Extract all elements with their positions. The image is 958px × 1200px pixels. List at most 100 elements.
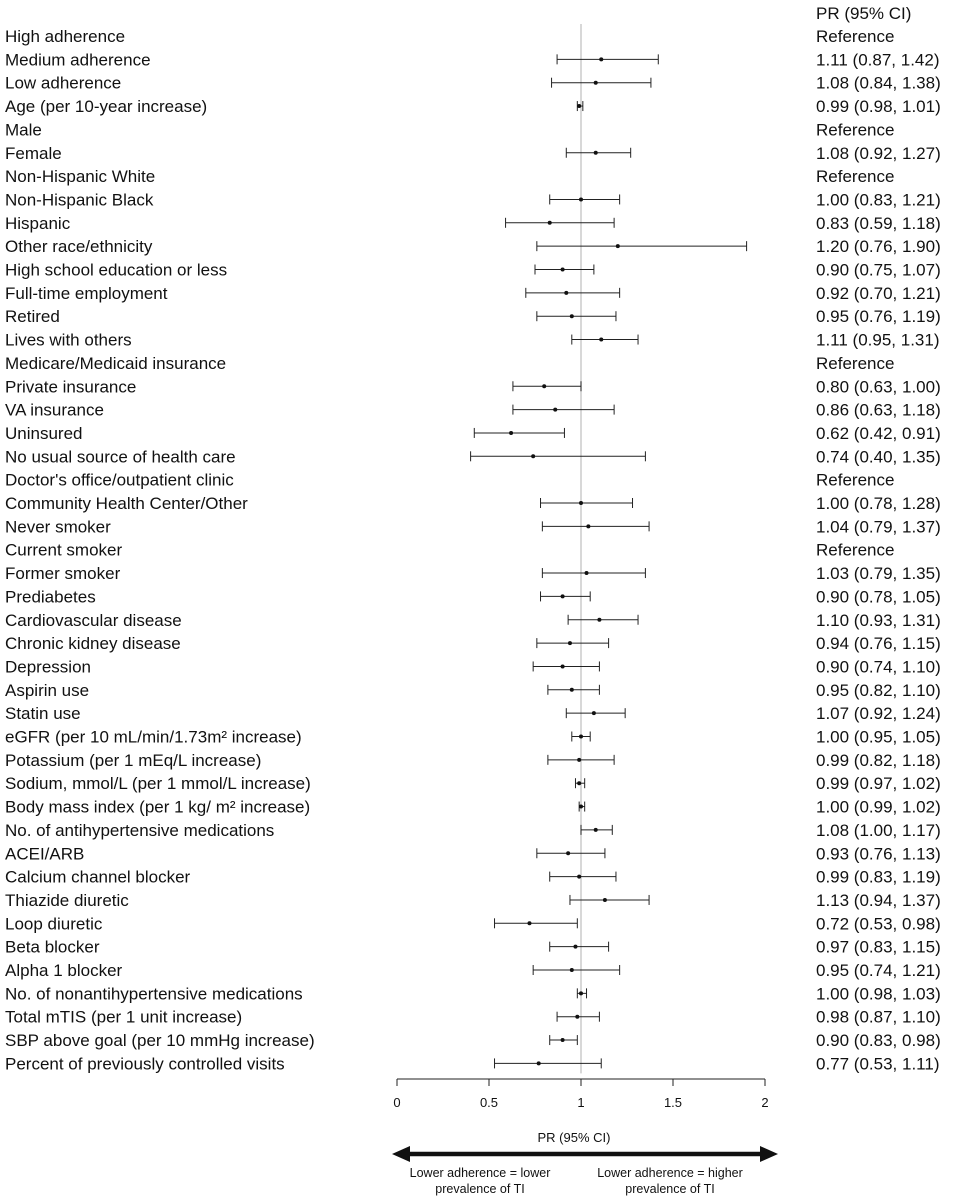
ci-mark: [540, 498, 634, 508]
point-estimate: [597, 617, 602, 622]
ci-mark: [541, 521, 650, 532]
x-axis: PR (95% CI) 0 0.5 1 1.5 2: [393, 1078, 769, 1145]
ci-mark: [547, 754, 615, 765]
row-label: Age (per 10-year increase): [5, 97, 207, 116]
ci-mark: [536, 848, 606, 859]
row-label: Cardiovascular disease: [5, 611, 182, 630]
point-estimate: [564, 290, 569, 295]
row-label: Beta blocker: [5, 938, 100, 957]
row-label: VA insurance: [5, 401, 104, 420]
ci-mark: [569, 894, 650, 905]
point-estimate: [577, 874, 582, 879]
row-label: Hispanic: [5, 214, 71, 233]
row-label: Alpha 1 blocker: [5, 961, 123, 980]
point-estimate: [536, 1061, 541, 1066]
row-ci-text: 0.99 (0.83, 1.19): [816, 868, 941, 887]
direction-right-note: Lower adherence = higher: [597, 1166, 743, 1180]
row-ci-text: 1.03 (0.79, 1.35): [816, 564, 941, 583]
row-label: Depression: [5, 657, 91, 676]
ci-mark: [547, 684, 600, 695]
row-ci-text: 0.93 (0.76, 1.13): [816, 844, 941, 863]
ci-mark: [571, 334, 639, 345]
point-estimate: [584, 571, 589, 576]
row-ci-text: 1.00 (0.95, 1.05): [816, 728, 941, 747]
point-estimate: [560, 267, 565, 272]
ci-mark: [473, 427, 565, 438]
ci-mark: [565, 147, 632, 158]
direction-legend: Lower adherence = lower prevalence of TI L…: [392, 1146, 778, 1196]
row-label: Low adherence: [5, 74, 121, 93]
row-labels: High adherence Medium adherence Low adhere…: [5, 27, 315, 1073]
ci-mark: [576, 101, 584, 112]
ci-mark: [551, 77, 652, 88]
row-ci-text: Reference: [816, 354, 894, 373]
row-ci-text: 1.11 (0.87, 1.42): [816, 50, 940, 69]
row-label: Former smoker: [5, 564, 121, 583]
row-ci-text: 1.08 (0.84, 1.38): [816, 74, 941, 93]
ci-mark: [494, 918, 578, 929]
ci-mark: [576, 988, 588, 999]
row-ci-text: 0.86 (0.63, 1.18): [816, 401, 941, 420]
row-ci-text: 1.13 (0.94, 1.37): [816, 891, 941, 910]
row-label: Total mTIS (per 1 unit increase): [5, 1008, 242, 1027]
row-label: Never smoker: [5, 517, 111, 536]
row-ci-text: Reference: [816, 167, 894, 186]
row-ci-text: 1.00 (0.83, 1.21): [816, 190, 941, 209]
x-axis-title: PR (95% CI): [538, 1130, 611, 1145]
point-estimate: [579, 197, 583, 202]
row-label: No. of nonantihypertensive medications: [5, 984, 303, 1003]
point-estimate: [509, 430, 514, 435]
direction-left-note: prevalence of TI: [435, 1182, 524, 1196]
row-ci-text: 1.11 (0.95, 1.31): [816, 331, 940, 350]
row-ci-text: Reference: [816, 27, 894, 46]
row-ci-text: 0.97 (0.83, 1.15): [816, 938, 941, 957]
row-ci-text: 0.90 (0.74, 1.10): [816, 657, 941, 676]
point-estimate: [579, 734, 583, 739]
point-estimate: [553, 407, 558, 412]
row-ci-text: 0.98 (0.87, 1.10): [816, 1008, 941, 1027]
row-label: Uninsured: [5, 424, 83, 443]
ci-mark: [536, 638, 610, 649]
ci-mark: [532, 965, 621, 975]
row-label: No usual source of health care: [5, 447, 236, 466]
point-estimate: [560, 664, 565, 669]
row-label: Other race/ethnicity: [5, 237, 153, 256]
point-estimate: [569, 968, 574, 972]
ci-mark: [505, 217, 615, 228]
row-label: Non-Hispanic Black: [5, 190, 154, 209]
point-estimate: [593, 827, 598, 832]
row-label: Potassium (per 1 mEq/L increase): [5, 751, 261, 770]
point-estimate: [566, 851, 571, 856]
row-label: SBP above goal (per 10 mmHg increase): [5, 1031, 315, 1050]
row-ci-text: 1.00 (0.98, 1.03): [816, 984, 941, 1003]
row-label: Statin use: [5, 704, 81, 723]
row-ci-text: 0.72 (0.53, 0.98): [816, 914, 941, 933]
row-ci-text: Reference: [816, 120, 894, 139]
plot-area: [470, 24, 748, 1074]
row-label: No. of antihypertensive medications: [5, 821, 274, 840]
ci-mark: [556, 54, 659, 65]
point-estimate: [531, 454, 536, 459]
row-label: Community Health Center/Other: [5, 494, 248, 513]
row-label: Body mass index (per 1 kg/ m² increase): [5, 798, 310, 817]
point-estimate: [560, 1038, 565, 1043]
row-ci-text: 0.90 (0.83, 0.98): [816, 1031, 941, 1050]
x-tick-label: 0.5: [480, 1095, 498, 1110]
ci-mark: [549, 1035, 578, 1046]
row-ci-text: 1.10 (0.93, 1.31): [816, 611, 941, 630]
row-label: Female: [5, 144, 62, 163]
row-ci-text: 0.94 (0.76, 1.15): [816, 634, 941, 653]
row-label: Calcium channel blocker: [5, 868, 191, 887]
row-label: Aspirin use: [5, 681, 89, 700]
ci-mark: [574, 778, 586, 789]
row-label: Doctor's office/outpatient clinic: [5, 471, 234, 490]
row-label: Prediabetes: [5, 587, 96, 606]
row-label: Full-time employment: [5, 284, 168, 303]
row-label: Medicare/Medicaid insurance: [5, 354, 226, 373]
point-estimate: [575, 1014, 580, 1019]
row-ci-text: 0.95 (0.76, 1.19): [816, 307, 941, 326]
row-ci-text: 1.00 (0.99, 1.02): [816, 798, 941, 817]
ci-mark: [512, 404, 615, 415]
row-label: Loop diuretic: [5, 914, 103, 933]
